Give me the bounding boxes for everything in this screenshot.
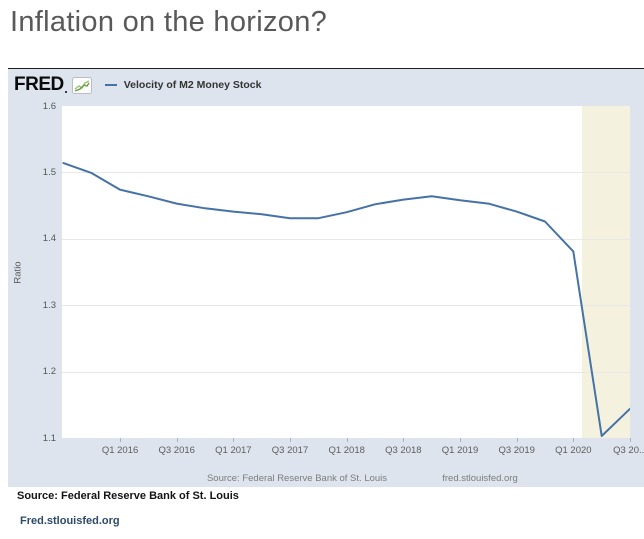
page-title: Inflation on the horizon?: [10, 6, 328, 38]
gridline: [62, 238, 630, 240]
fred-logo: FRED: [14, 74, 64, 95]
source-citation: Source: Federal Reserve Bank of St. Loui…: [17, 490, 239, 502]
x-tick-label: Q3 2018: [385, 445, 422, 456]
x-tick-mark: [290, 438, 292, 442]
x-tick-label: Q3 2016: [158, 445, 195, 456]
x-tick-label: Q3 2019: [498, 445, 535, 456]
x-tick-label: Q1 2020: [555, 445, 592, 456]
x-tick-mark: [630, 438, 631, 442]
gridline: [62, 172, 630, 174]
legend-label: Velocity of M2 Money Stock: [123, 79, 262, 91]
x-tick-label: Q1 2019: [441, 445, 479, 456]
gridline: [62, 305, 630, 307]
chart-header: FRED Velocity of M2 Money Stock: [14, 74, 261, 96]
x-tick-label: Q3 20...: [613, 445, 644, 456]
x-tick-mark: [233, 438, 235, 442]
gridline: [62, 371, 630, 373]
m2-velocity-line-series: [62, 162, 630, 437]
fred-sparkline-icon: [71, 76, 92, 94]
registered-mark-dot: [64, 91, 67, 93]
x-tick-mark: [516, 438, 518, 442]
plot-area: [62, 106, 630, 438]
x-tick-mark: [460, 438, 462, 442]
x-tick-label: Q1 2016: [101, 445, 139, 456]
fred-link[interactable]: Fred.stlouisfed.org: [20, 515, 120, 527]
x-tick-mark: [176, 438, 178, 442]
x-tick-mark: [120, 438, 122, 442]
y-tick-label: 1.4: [42, 233, 56, 245]
y-tick-label: 1.3: [42, 299, 56, 311]
x-tick-label: Q3 2017: [271, 445, 309, 456]
x-axis-labels: Q1 2016 Q3 2016 Q1 2017 Q3 2017 Q1 2018 Q3 20…: [62, 438, 644, 464]
y-tick-label: 1.5: [42, 166, 56, 178]
fred-chart-image: FRED Velocity of M2 Money Stock Ratio 1.…: [8, 68, 644, 487]
x-tick-label: Q1 2017: [215, 445, 252, 456]
chart-footer: Source: Federal Reserve Bank of St. Loui…: [8, 473, 644, 485]
y-axis-labels: 1.6 1.5 1.4 1.3 1.2 1.1: [8, 101, 56, 444]
chart-source-text: Source: Federal Reserve Bank of St. Loui…: [206, 473, 388, 484]
y-tick-label: 1.1: [42, 432, 56, 444]
x-tick-label: Q1 2018: [328, 445, 365, 456]
y-tick-label: 1.6: [42, 100, 56, 112]
x-tick-mark: [403, 438, 405, 442]
legend-line-swatch: [104, 84, 117, 86]
y-tick-label: 1.2: [42, 366, 56, 378]
recession-band: [581, 106, 630, 438]
x-tick-mark: [573, 438, 575, 442]
chart-site-text: fred.stlouisfed.org: [442, 473, 518, 484]
x-tick-mark: [346, 438, 348, 442]
